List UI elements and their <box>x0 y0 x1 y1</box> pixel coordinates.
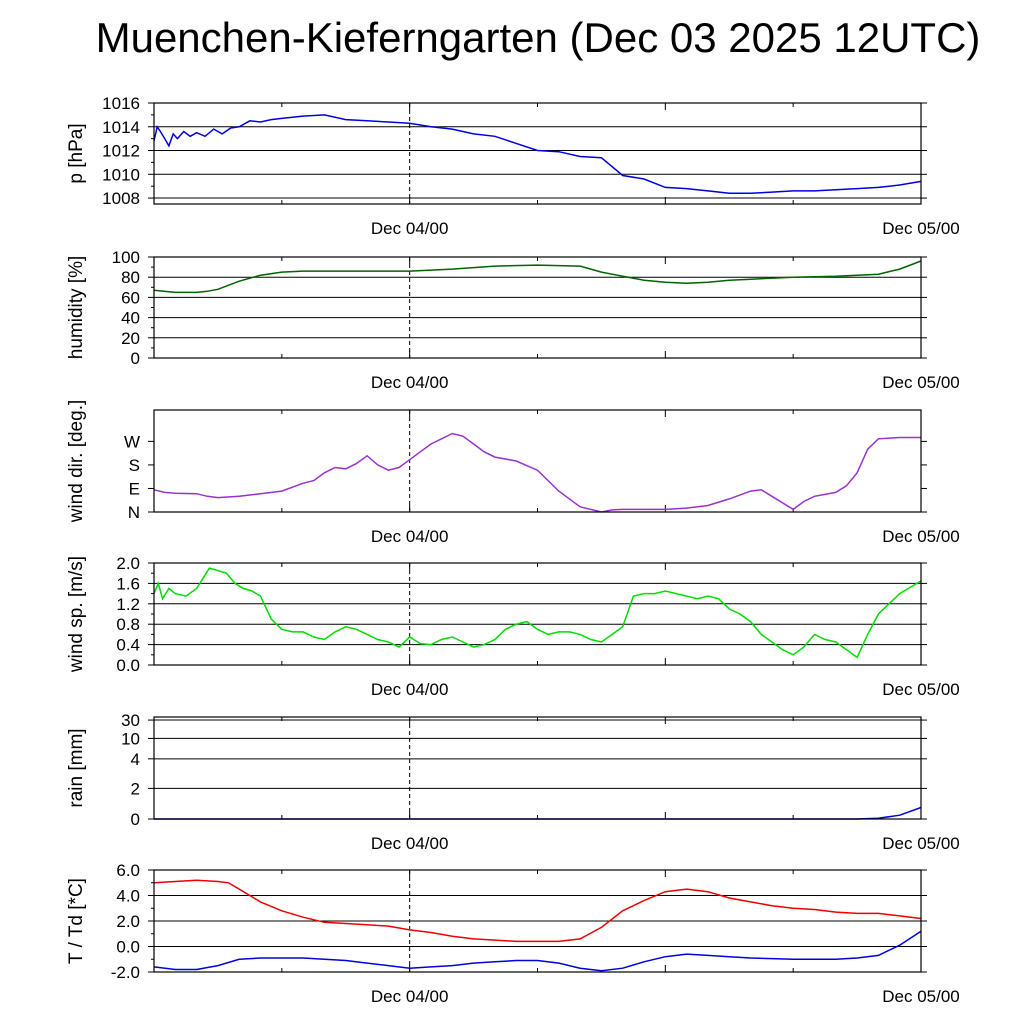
y-axis-label: T / Td [*C] <box>66 878 87 964</box>
y-tick-label: 2.0 <box>116 912 140 931</box>
y-tick-label: 6.0 <box>116 861 140 880</box>
y-tick-label: 0 <box>131 810 140 829</box>
y-tick-label: 100 <box>112 248 140 267</box>
y-tick-label: 1.2 <box>116 595 140 614</box>
y-tick-label: 1016 <box>102 94 140 113</box>
y-tick-label: 4.0 <box>116 887 140 906</box>
y-tick-label: 1012 <box>102 142 140 161</box>
plot-frame <box>153 716 922 820</box>
y-tick-label: 40 <box>121 309 140 328</box>
y-tick-label: 0.8 <box>116 615 140 634</box>
y-tick-label: 0.4 <box>116 636 140 655</box>
y-tick-label: W <box>124 432 140 451</box>
y-tick-label: 2 <box>131 779 140 798</box>
x-tick-label: Dec 04/00 <box>371 219 449 238</box>
x-tick-label: Dec 05/00 <box>882 680 960 699</box>
plot-frame <box>153 562 922 666</box>
y-tick-label: 0.0 <box>116 656 140 675</box>
plot-frame <box>153 256 922 359</box>
series-line-1 <box>153 930 922 972</box>
x-tick-label: Dec 05/00 <box>882 834 960 853</box>
y-tick-label: 0 <box>131 349 140 368</box>
y-tick-label: 0.0 <box>116 938 140 957</box>
x-tick-label: Dec 05/00 <box>882 527 960 546</box>
y-axis-label: wind sp. [m/s] <box>66 556 87 673</box>
x-tick-label: Dec 04/00 <box>371 527 449 546</box>
x-tick-label: Dec 05/00 <box>882 987 960 1006</box>
y-tick-label: E <box>129 479 140 498</box>
series-line-0 <box>153 567 922 659</box>
plot-frame <box>153 869 922 973</box>
y-tick-label: 2.0 <box>116 554 140 573</box>
panel-3: 0.00.4 0.81.2 1.62.0 Dec 04/00 Dec 05/00 wind… <box>66 554 960 699</box>
y-tick-label: N <box>128 503 140 522</box>
x-tick-label: Dec 04/00 <box>371 987 449 1006</box>
x-tick-label: Dec 04/00 <box>371 680 449 699</box>
x-tick-label: Dec 05/00 <box>882 219 960 238</box>
page-title: Muenchen-Kieferngarten (Dec 03 2025 12UT… <box>95 14 981 61</box>
y-tick-label: 60 <box>121 288 140 307</box>
plot-frame <box>153 409 922 513</box>
y-tick-label: -2.0 <box>111 963 140 982</box>
series-line-0 <box>153 432 921 513</box>
y-tick-label: 20 <box>121 329 140 348</box>
y-tick-label: 80 <box>121 268 140 287</box>
y-tick-label: 1.6 <box>116 574 140 593</box>
y-axis-label: humidity [%] <box>66 256 87 359</box>
series-line-0 <box>153 879 922 943</box>
x-tick-label: Dec 05/00 <box>882 373 960 392</box>
series-line-0 <box>153 114 922 195</box>
panel-0: 1008 1010 1012 1014 1016 Dec 04/00 Dec 05/00 p … <box>66 94 960 238</box>
series-line-0 <box>153 260 922 294</box>
y-axis-label: wind dir. [deg.] <box>66 400 87 524</box>
y-tick-label: 1014 <box>102 118 140 137</box>
y-axis-label: rain [mm] <box>66 728 87 807</box>
panel-5: -2.0 0.0 2.0 4.0 6.0 Dec 04/00 Dec 05/00 T / Td… <box>66 861 960 1006</box>
y-tick-label: S <box>129 456 140 475</box>
y-tick-label: 1008 <box>102 189 140 208</box>
y-tick-label: 4 <box>131 750 140 769</box>
y-axis-label: p [hPa] <box>66 123 87 183</box>
y-tick-label: 1010 <box>102 165 140 184</box>
y-tick-label: 10 <box>121 729 140 748</box>
y-tick-label: 30 <box>121 711 140 730</box>
x-tick-label: Dec 04/00 <box>371 834 449 853</box>
plot-frame <box>153 102 922 205</box>
x-tick-label: Dec 04/00 <box>371 373 449 392</box>
